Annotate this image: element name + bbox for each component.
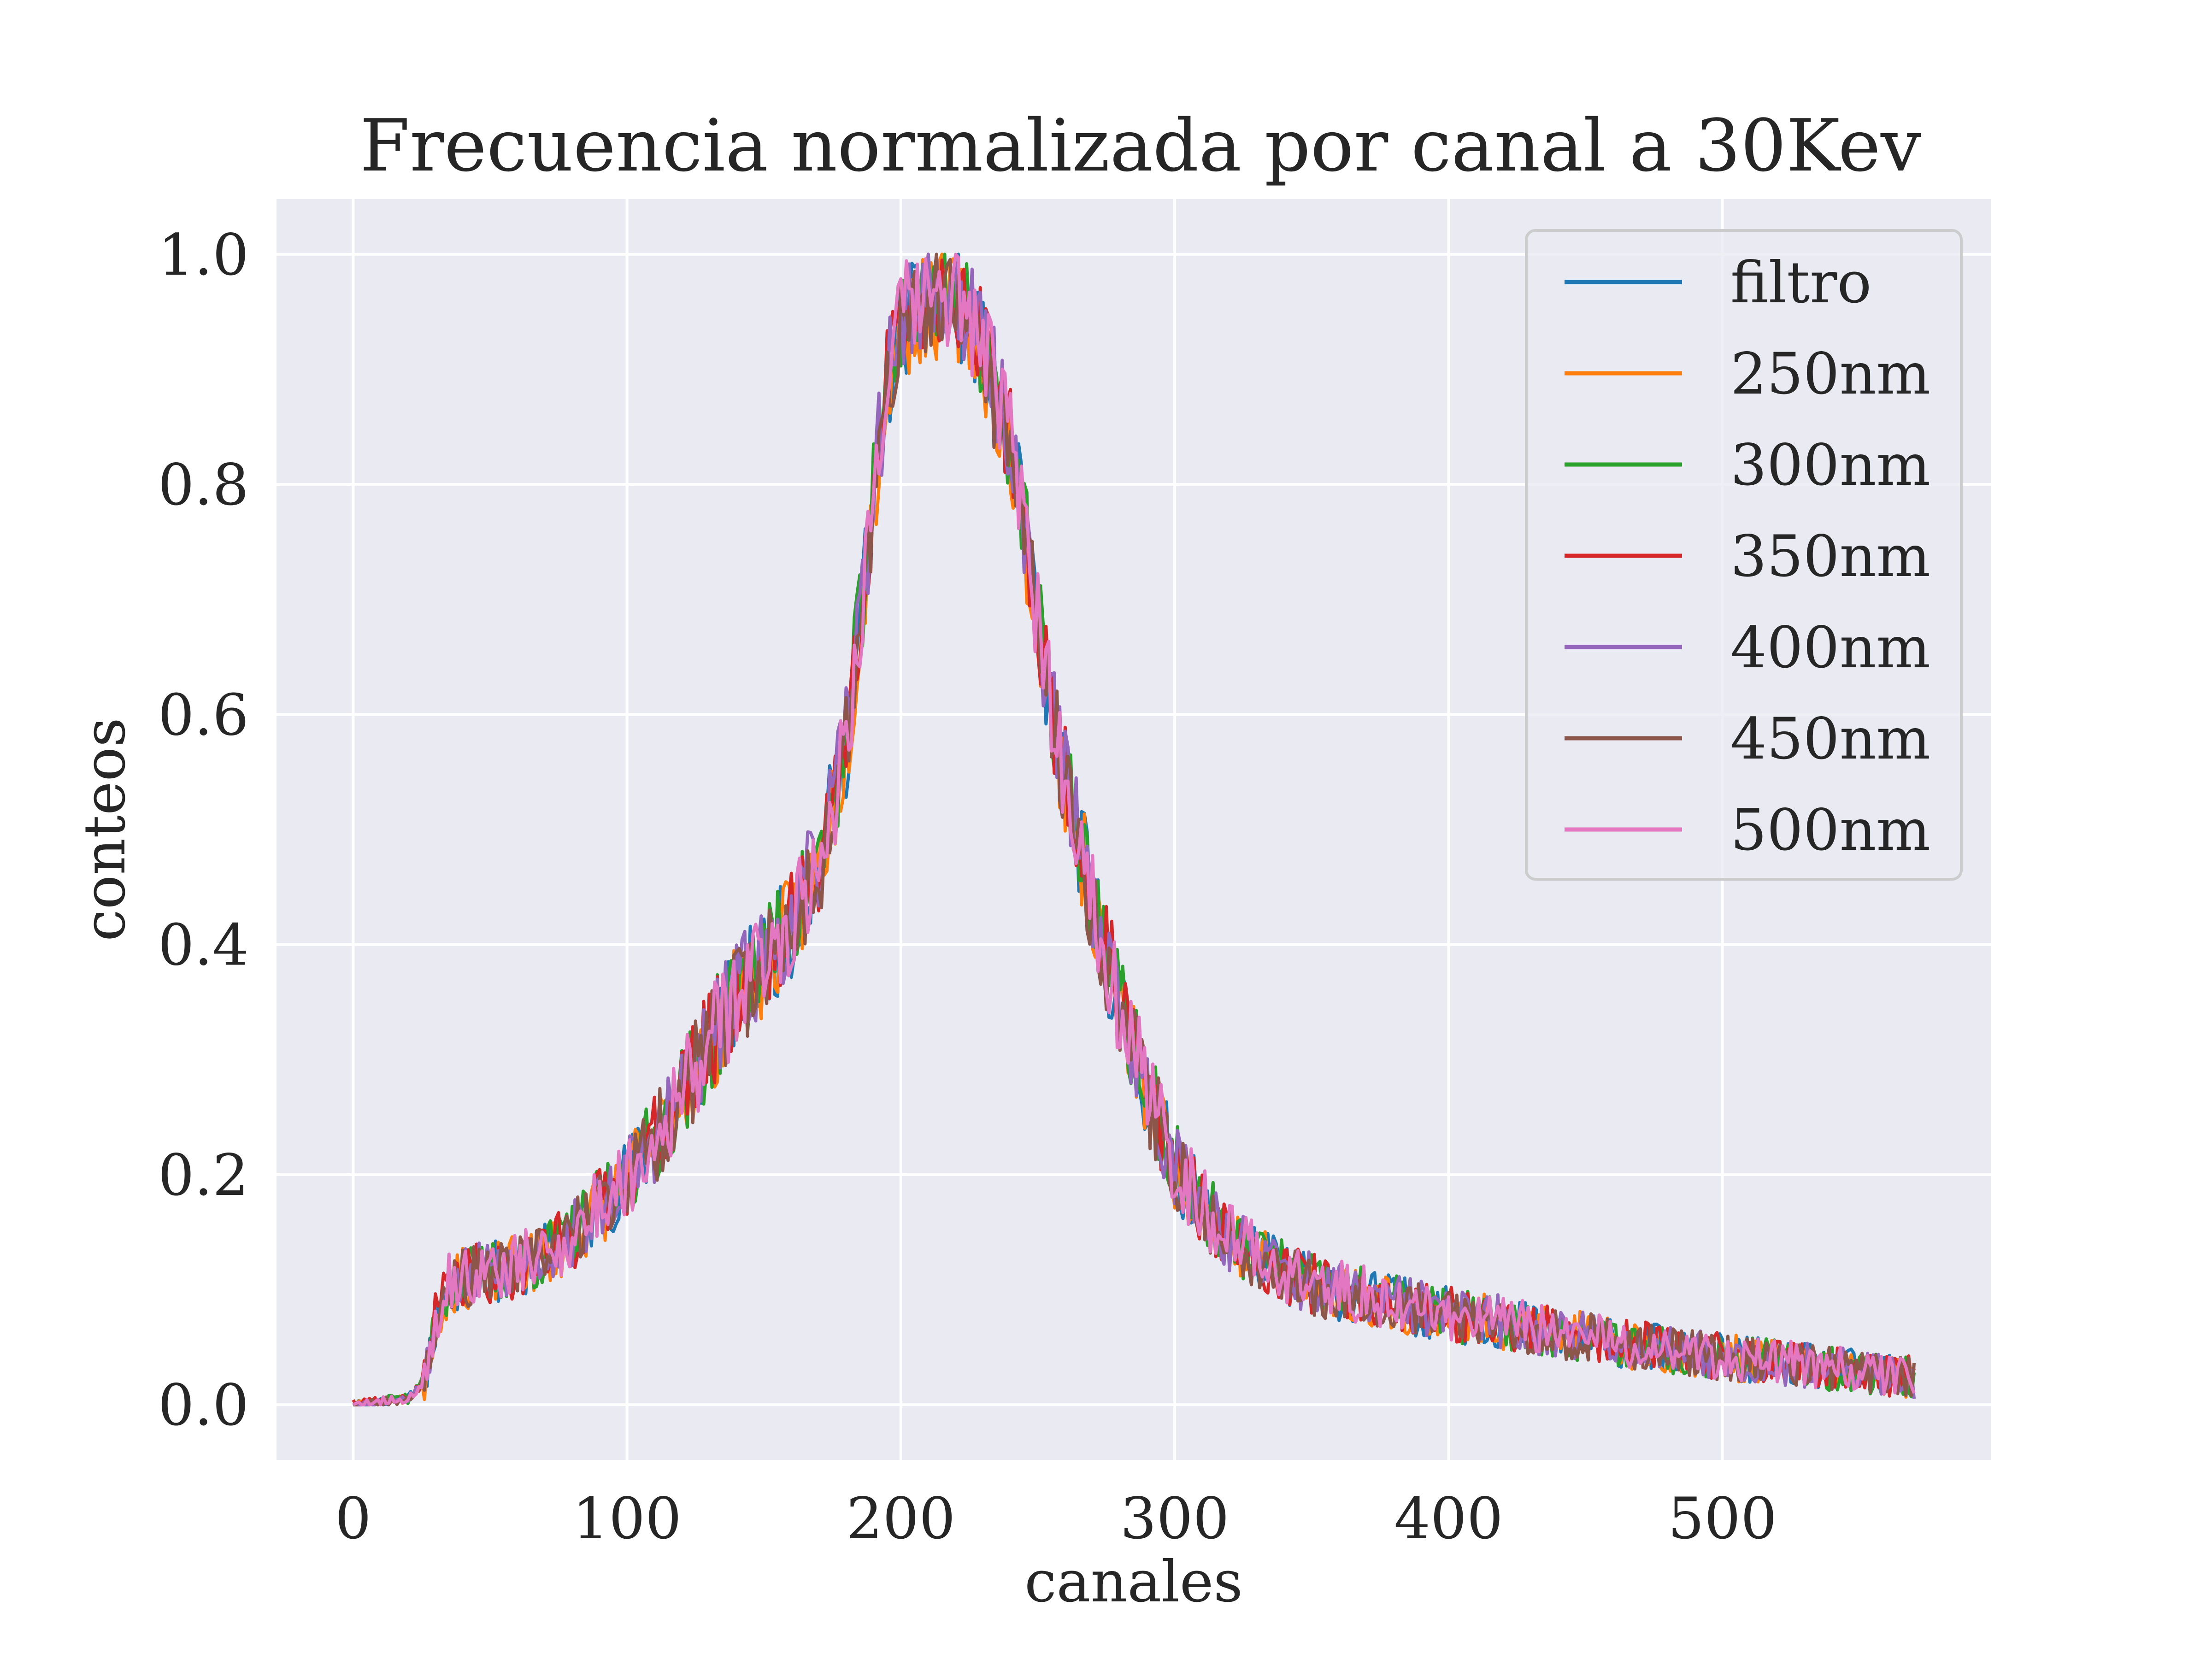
legend-label: 350nm — [1730, 524, 1930, 590]
legend-label: 400nm — [1730, 615, 1930, 681]
legend-label: 300nm — [1730, 432, 1930, 499]
x-axis-label: canales — [1024, 1549, 1243, 1615]
x-axis-ticks: 0 100 200 300 400 500 — [335, 1486, 1777, 1552]
legend-label: 450nm — [1730, 706, 1930, 772]
legend-label: 500nm — [1730, 797, 1930, 864]
x-tick-label: 400 — [1394, 1486, 1503, 1552]
x-tick-label: 0 — [335, 1486, 371, 1552]
x-tick-label: 100 — [572, 1486, 682, 1552]
series-line-500nm — [352, 253, 1916, 1406]
series-lines — [352, 253, 1916, 1406]
chart-title: Frecuencia normalizada por canal a 30Kev — [360, 104, 1921, 188]
x-tick-label: 200 — [847, 1486, 956, 1552]
y-tick-label: 0.0 — [158, 1372, 249, 1439]
y-axis-ticks: 0.0 0.2 0.4 0.6 0.8 1.0 — [158, 222, 249, 1439]
x-tick-label: 300 — [1120, 1486, 1230, 1552]
y-tick-label: 0.2 — [158, 1142, 249, 1209]
y-tick-label: 0.8 — [158, 452, 249, 518]
y-axis-label: conteos — [72, 718, 138, 941]
legend-box — [1525, 229, 1963, 881]
x-tick-label: 500 — [1668, 1486, 1777, 1552]
y-tick-label: 0.4 — [158, 912, 249, 979]
legend: filtro 250nm 300nm 350nm 400nm 450nm 500nm — [1525, 229, 1963, 881]
series-line-450nm — [353, 253, 1916, 1406]
legend-label: 250nm — [1730, 341, 1930, 407]
y-tick-label: 0.6 — [158, 682, 249, 748]
y-tick-label: 1.0 — [158, 222, 249, 288]
legend-label: filtro — [1730, 250, 1871, 316]
